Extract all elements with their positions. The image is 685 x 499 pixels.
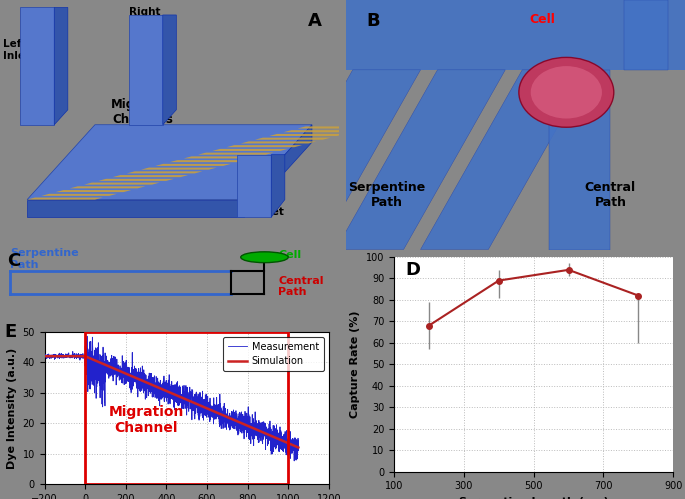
Polygon shape <box>198 153 274 155</box>
Polygon shape <box>284 130 359 132</box>
Circle shape <box>240 252 288 262</box>
Polygon shape <box>27 198 103 200</box>
Text: D: D <box>405 261 420 279</box>
Polygon shape <box>141 168 216 170</box>
Circle shape <box>531 66 602 119</box>
Polygon shape <box>169 160 245 162</box>
Polygon shape <box>70 186 145 189</box>
Measurement <box>40 353 49 359</box>
Polygon shape <box>336 70 506 250</box>
Polygon shape <box>21 7 54 125</box>
Measurement <box>186 396 195 402</box>
Circle shape <box>519 57 614 127</box>
Measurement <box>237 417 245 423</box>
Polygon shape <box>27 200 244 217</box>
Polygon shape <box>255 138 331 140</box>
Text: B: B <box>366 12 380 30</box>
Text: E: E <box>5 323 17 341</box>
Text: Migration
Channels: Migration Channels <box>110 98 175 126</box>
Polygon shape <box>549 70 610 250</box>
Y-axis label: Dye Intensity (a.u.): Dye Intensity (a.u.) <box>7 347 17 469</box>
Text: Left
Inlet: Left Inlet <box>3 39 30 61</box>
Polygon shape <box>41 194 117 196</box>
Measurement <box>254 440 262 446</box>
Polygon shape <box>99 179 174 181</box>
Text: Outlet: Outlet <box>247 207 284 217</box>
Y-axis label: Capture Rate (%): Capture Rate (%) <box>350 310 360 418</box>
Polygon shape <box>624 0 668 70</box>
Polygon shape <box>212 149 288 151</box>
Text: Cell: Cell <box>278 250 301 260</box>
Simulation <box>295 445 303 451</box>
Measurement <box>181 391 189 397</box>
X-axis label: Serpentine Length (μm): Serpentine Length (μm) <box>459 497 608 499</box>
Text: C: C <box>7 252 20 270</box>
Polygon shape <box>251 70 421 250</box>
Text: A: A <box>308 12 322 30</box>
Polygon shape <box>237 155 271 217</box>
Measurement <box>133 385 141 391</box>
Text: Central
Path: Central Path <box>278 276 323 297</box>
Polygon shape <box>227 145 302 147</box>
Measurement <box>83 333 91 339</box>
Polygon shape <box>84 183 160 185</box>
Polygon shape <box>421 70 590 250</box>
Simulation <box>81 353 89 359</box>
Line: Simulation: Simulation <box>45 356 299 448</box>
Text: Right
Inlet: Right Inlet <box>129 7 160 29</box>
Polygon shape <box>269 134 345 136</box>
Polygon shape <box>346 0 685 70</box>
Simulation <box>40 353 49 359</box>
Bar <box>85 332 288 484</box>
Polygon shape <box>298 126 373 129</box>
Line: Measurement: Measurement <box>45 336 299 461</box>
Polygon shape <box>54 7 68 125</box>
Measurement <box>84 351 92 357</box>
Polygon shape <box>155 164 231 166</box>
Polygon shape <box>240 141 316 144</box>
Text: Central
Path: Central Path <box>585 181 636 209</box>
Polygon shape <box>244 125 312 217</box>
Polygon shape <box>184 156 260 159</box>
Legend: Measurement, Simulation: Measurement, Simulation <box>223 337 324 371</box>
Text: Serpentine
Path: Serpentine Path <box>348 181 425 209</box>
Polygon shape <box>27 125 312 200</box>
Polygon shape <box>55 190 132 192</box>
Polygon shape <box>129 15 163 125</box>
Text: Cell: Cell <box>530 13 556 26</box>
Measurement <box>295 438 303 444</box>
Text: Migration
Channel: Migration Channel <box>108 405 184 435</box>
Polygon shape <box>163 15 176 125</box>
Polygon shape <box>271 155 285 217</box>
Measurement <box>290 458 298 464</box>
Polygon shape <box>127 171 203 174</box>
Polygon shape <box>112 175 188 177</box>
Text: Serpentine
Path: Serpentine Path <box>10 248 79 269</box>
